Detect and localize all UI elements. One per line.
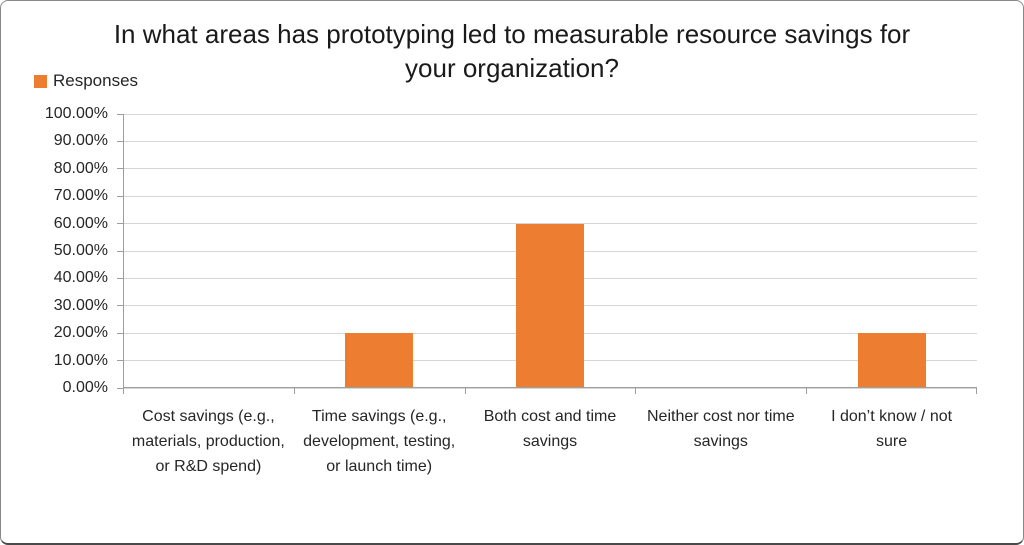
gridline: [123, 195, 977, 197]
y-axis-tick: [117, 168, 123, 170]
x-axis-tick: [976, 388, 977, 394]
x-axis-tick: [635, 388, 637, 394]
gridline: [123, 140, 977, 142]
y-axis-label: 10.00%: [53, 351, 108, 369]
y-axis-tick: [117, 277, 123, 279]
x-axis-tick: [464, 388, 466, 394]
y-axis-label: 30.00%: [53, 296, 108, 314]
y-axis-tick: [117, 223, 123, 225]
y-axis-label: 50.00%: [53, 242, 108, 259]
x-axis-tick: [293, 388, 295, 394]
chart-title: In what areas has prototyping led to mea…: [1, 17, 1023, 85]
y-axis-label: 0.00%: [62, 379, 108, 396]
x-axis-label: Cost savings (e.g., materials, productio…: [131, 408, 285, 475]
y-axis-tick: [117, 387, 123, 389]
x-axis-label: Time savings (e.g., development, testing…: [303, 408, 456, 475]
chart-title-text: In what areas has prototyping led to mea…: [113, 19, 911, 83]
y-axis-tick: [117, 113, 123, 115]
x-axis-label: Both cost and time savings: [483, 408, 617, 450]
gridline: [123, 113, 977, 115]
legend: Responses: [34, 71, 138, 91]
y-axis-tick: [117, 360, 123, 362]
y-axis-label: 80.00%: [53, 159, 108, 177]
y-axis-tick: [117, 250, 123, 252]
x-axis-label: I don’t know / not sure: [831, 408, 953, 450]
gridline: [123, 387, 977, 389]
y-axis-label: 20.00%: [53, 324, 108, 342]
x-axis-tick: [806, 388, 808, 394]
legend-label: Responses: [53, 71, 139, 90]
y-axis-tick: [117, 305, 123, 307]
x-axis-label: Neither cost nor time savings: [646, 408, 795, 450]
y-axis-label: 70.00%: [53, 187, 108, 205]
legend-swatch-icon: [34, 74, 47, 88]
x-axis-tick: [123, 388, 124, 394]
y-axis-label: 90.00%: [53, 132, 108, 150]
bar-2: [345, 333, 414, 388]
y-axis-label: 100.00%: [44, 105, 108, 122]
gridline: [123, 168, 977, 170]
bar-3: [516, 223, 584, 388]
y-axis-line: [123, 114, 124, 394]
y-axis-tick: [117, 140, 123, 142]
bar-5: [857, 333, 926, 388]
y-axis-tick: [117, 332, 123, 334]
plot-area: [117, 113, 977, 394]
y-axis-label: 40.00%: [53, 269, 108, 287]
y-axis-labels: 0.00% 10.00% 20.00% 30.00% 40.00% 50.00% 60.00…: [1, 105, 108, 396]
y-axis-tick: [117, 195, 123, 197]
y-axis-label: 60.00%: [53, 214, 108, 232]
x-axis-line: [123, 387, 977, 388]
